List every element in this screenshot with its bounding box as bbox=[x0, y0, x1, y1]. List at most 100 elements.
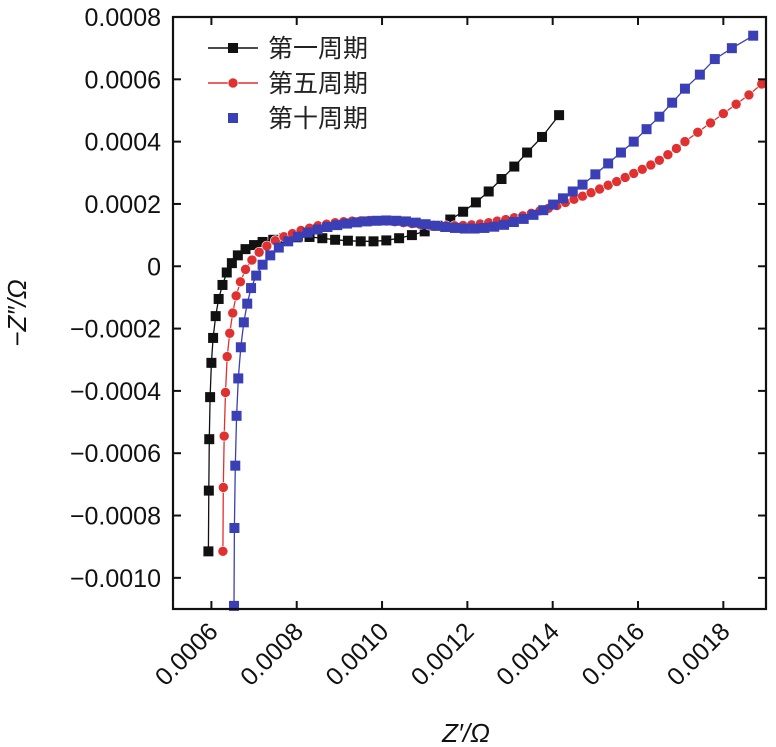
plot-frame bbox=[171, 15, 768, 611]
series-2-point bbox=[636, 164, 648, 175]
series-3-point bbox=[508, 217, 519, 228]
series-1-point bbox=[249, 240, 260, 251]
series-1-point bbox=[554, 110, 565, 121]
series-2-point bbox=[227, 307, 239, 319]
series-markers bbox=[203, 30, 768, 611]
series-2-line bbox=[222, 83, 763, 552]
x-tick-label: 0.0008 bbox=[235, 617, 309, 691]
series-2-point bbox=[235, 276, 246, 288]
y-axis-ticks: −0.0010 −0.0008 −0.0006 −0.0004 −0.0002 0 0.00… bbox=[70, 4, 766, 593]
series-1-point bbox=[509, 161, 520, 172]
y-axis-title: −Z″/Ω bbox=[2, 279, 32, 346]
series-3-point bbox=[381, 215, 392, 226]
series-2-point bbox=[217, 546, 229, 557]
series-2-point bbox=[619, 172, 631, 183]
series-1-point bbox=[368, 236, 379, 247]
series-3-point bbox=[231, 410, 242, 421]
series-2-point bbox=[730, 98, 742, 110]
series-1-point bbox=[206, 357, 217, 368]
series-3-point bbox=[603, 158, 614, 169]
y-tick-label: −0.0010 bbox=[70, 565, 161, 593]
series-3-point bbox=[292, 231, 303, 242]
series-1-point bbox=[208, 332, 219, 343]
x-tick-label: 0.0012 bbox=[406, 617, 480, 691]
series-1-point bbox=[458, 206, 469, 217]
y-tick-label: −0.0008 bbox=[70, 503, 161, 531]
series-1-point bbox=[394, 233, 405, 244]
series-3-point bbox=[430, 220, 441, 231]
legend-marker bbox=[228, 113, 238, 123]
series-2-point bbox=[705, 117, 716, 129]
series-3-point bbox=[273, 242, 284, 253]
series-2-point bbox=[743, 89, 755, 101]
series-2-point bbox=[692, 126, 704, 138]
series-2-point bbox=[261, 240, 273, 252]
series-1-point bbox=[213, 293, 224, 304]
series-3-point bbox=[557, 193, 568, 204]
series-2-point bbox=[679, 136, 691, 147]
series-1-point bbox=[470, 197, 481, 208]
series-3-point bbox=[229, 522, 240, 533]
series-2-point bbox=[611, 176, 622, 187]
series-3-point bbox=[332, 220, 343, 231]
series-3-point bbox=[391, 215, 402, 226]
series-1-point bbox=[522, 147, 533, 158]
series-1-point bbox=[342, 235, 353, 246]
series-3-point bbox=[265, 250, 276, 261]
series-3-point bbox=[709, 54, 720, 65]
series-3-point bbox=[615, 147, 626, 158]
series-1-point bbox=[203, 546, 214, 557]
series-2-point bbox=[671, 143, 682, 154]
series-3-point bbox=[238, 317, 249, 328]
legend-label: 第五周期 bbox=[268, 69, 368, 98]
series-1-point bbox=[232, 250, 243, 261]
y-tick-label: 0.0004 bbox=[85, 129, 162, 157]
series-3-point bbox=[283, 236, 294, 247]
series-3-point bbox=[242, 298, 253, 309]
series-1-point bbox=[355, 236, 366, 247]
series-3-point bbox=[726, 43, 737, 54]
series-3-point bbox=[233, 373, 244, 384]
y-tick-label: 0.0002 bbox=[85, 191, 161, 219]
series-3-point bbox=[410, 217, 421, 228]
series-2-point bbox=[628, 168, 640, 179]
series-3-point bbox=[371, 215, 382, 226]
series-3-point bbox=[590, 169, 601, 180]
series-1-point bbox=[240, 244, 251, 255]
series-3-point bbox=[499, 219, 510, 230]
series-3-point bbox=[230, 460, 241, 471]
series-1-point bbox=[406, 230, 417, 241]
series-3-point bbox=[679, 83, 690, 94]
series-3-point bbox=[548, 199, 559, 210]
series-3-point bbox=[342, 218, 353, 229]
series-3-point bbox=[322, 222, 333, 233]
series-1-point bbox=[317, 233, 328, 244]
series-2-point bbox=[240, 264, 251, 275]
series-3-point bbox=[251, 270, 262, 281]
series-2-point bbox=[221, 351, 233, 362]
series-1-point bbox=[381, 235, 392, 246]
x-tick-label: 0.0006 bbox=[150, 617, 224, 691]
series-3-point bbox=[440, 222, 451, 233]
series-3-point bbox=[400, 216, 411, 227]
series-3-point bbox=[518, 213, 529, 224]
series-1-point bbox=[483, 186, 494, 197]
legend-marker bbox=[228, 43, 238, 53]
y-tick-label: 0.0008 bbox=[85, 4, 161, 32]
series-3-point bbox=[489, 221, 500, 232]
series-3-point bbox=[628, 136, 639, 147]
series-3-point bbox=[577, 179, 588, 190]
series-1-point bbox=[445, 214, 456, 225]
series-3-point bbox=[246, 283, 257, 294]
series-3-point bbox=[528, 209, 539, 220]
series-2-point bbox=[220, 387, 231, 398]
series-1-point bbox=[537, 131, 548, 142]
x-tick-label: 0.0018 bbox=[662, 617, 736, 691]
series-2-point bbox=[224, 327, 236, 339]
series-1-point bbox=[217, 279, 228, 290]
series-3-point bbox=[479, 222, 490, 233]
series-3-point bbox=[312, 224, 323, 235]
series-3-point bbox=[654, 111, 665, 122]
